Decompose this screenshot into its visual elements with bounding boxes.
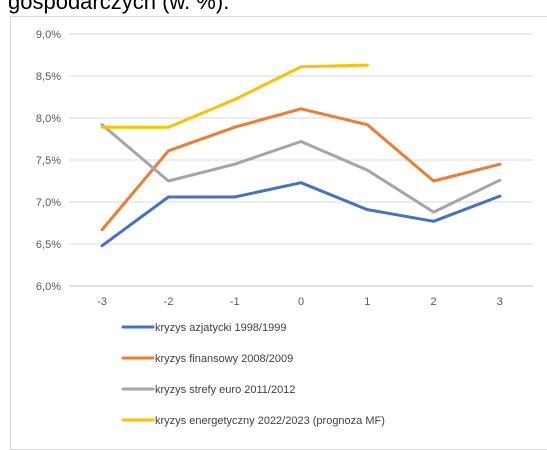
y-tick-label: 8,5% bbox=[36, 71, 61, 83]
y-tick-label: 7,5% bbox=[36, 155, 61, 167]
line-chart: 6,0%6,5%7,0%7,5%8,0%8,5%9,0% -3 -2 -1 0 1 2 3 … bbox=[36, 29, 533, 427]
x-axis-tick-labels: -3 -2 -1 0 1 2 3 bbox=[97, 296, 503, 308]
y-tick-label: 8,0% bbox=[36, 113, 61, 125]
series-line-1 bbox=[100, 181, 502, 248]
y-tick-label: 7,0% bbox=[36, 197, 61, 209]
y-tick-label: 6,0% bbox=[36, 281, 61, 293]
chart-area: 6,0% 6,5% 7,0% 7,5% 8,0% 8,5% 9,0% -3 -2 -1 0 1 2 3 … bbox=[10, 16, 547, 450]
legend-label-4: kryzys energetyczny 2022/2023 (prognoza … bbox=[155, 415, 385, 427]
series-line-3 bbox=[100, 123, 502, 214]
x-tick-label: 1 bbox=[364, 296, 370, 308]
legend: kryzys azjatycki 1998/1999 kryzys finanso… bbox=[121, 322, 385, 427]
x-tick-label: -1 bbox=[230, 296, 240, 308]
gridlines bbox=[69, 33, 533, 287]
y-tick-label: 6,5% bbox=[36, 239, 61, 251]
legend-label-2: kryzys finansowy 2008/2009 bbox=[155, 353, 293, 365]
x-tick-label: -2 bbox=[164, 296, 174, 308]
series-line-4 bbox=[100, 63, 369, 129]
x-tick-label: 2 bbox=[431, 296, 437, 308]
x-tick-label: 0 bbox=[298, 296, 304, 308]
chart-caption: gospodarczych (w. %). bbox=[8, 0, 230, 14]
legend-label-3: kryzys strefy euro 2011/2012 bbox=[155, 384, 295, 396]
x-tick-label: 3 bbox=[497, 296, 503, 308]
y-axis-tick-labels: 6,0% 6,5% 7,0% 7,5% 8,0% 8,5% 9,0% bbox=[36, 29, 61, 293]
x-tick-label: -3 bbox=[97, 296, 107, 308]
data-series bbox=[100, 63, 502, 248]
series-line-2 bbox=[100, 107, 502, 232]
legend-label-1: kryzys azjatycki 1998/1999 bbox=[155, 322, 286, 334]
y-tick-label: 9,0% bbox=[36, 29, 61, 41]
